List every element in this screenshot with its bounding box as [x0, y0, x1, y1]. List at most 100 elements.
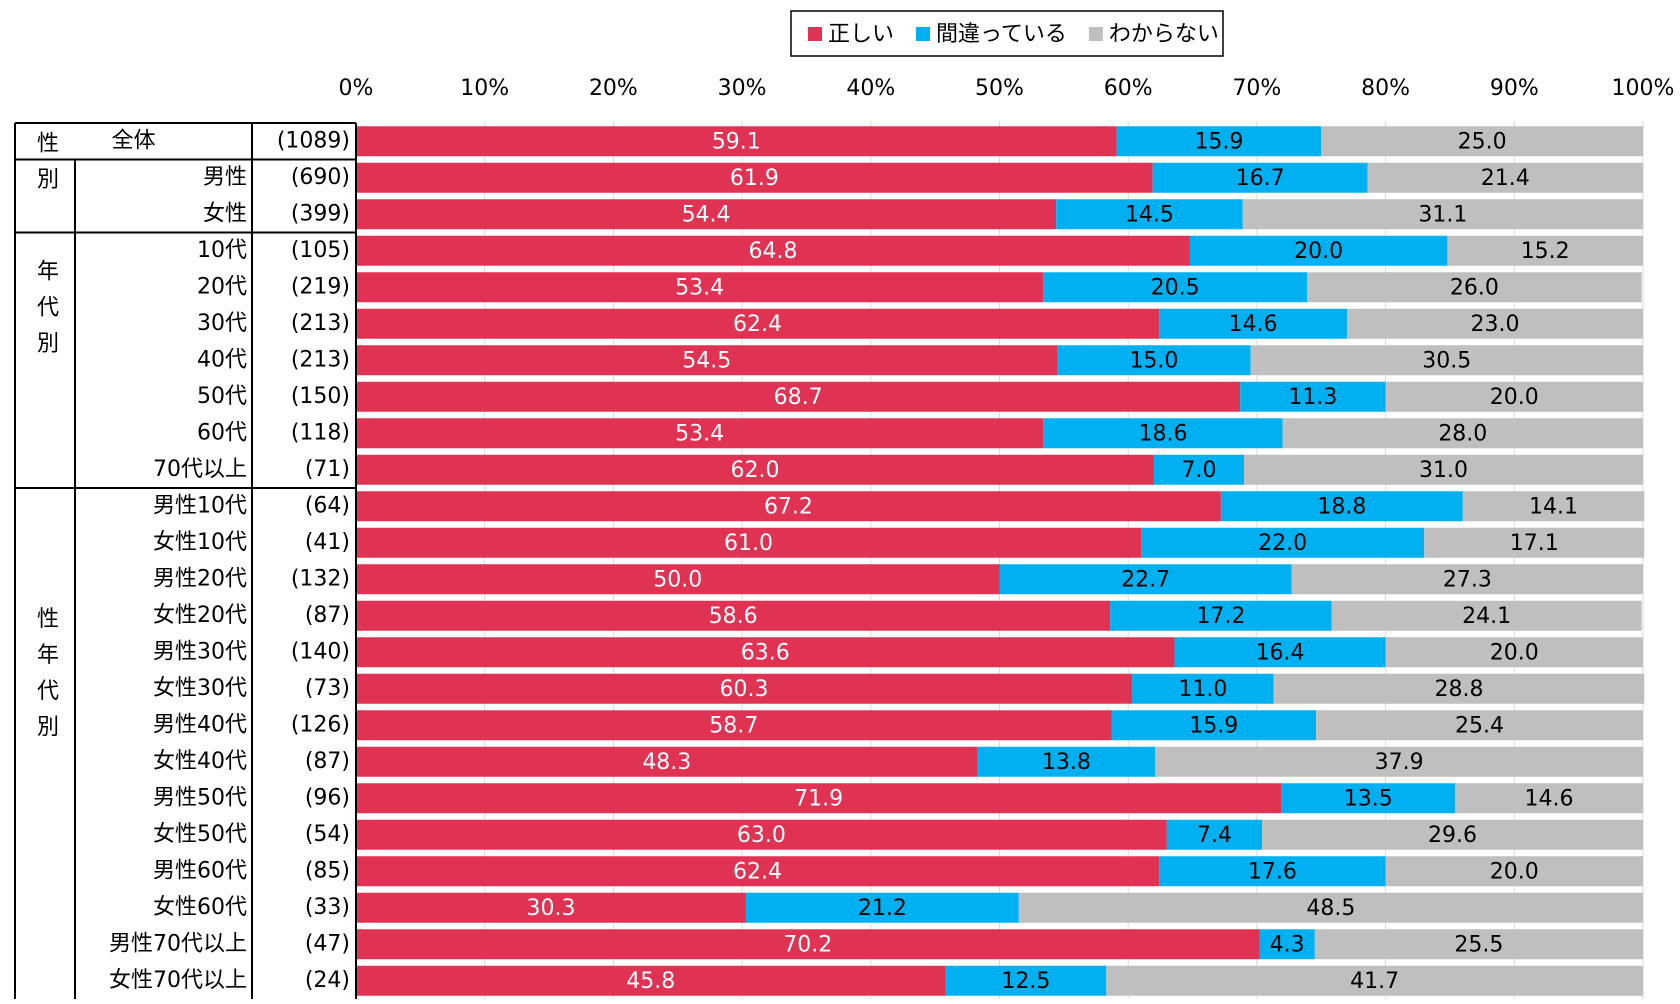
- x-tick-label: 10%: [460, 76, 509, 101]
- sample-size: (64): [305, 493, 350, 518]
- bar-segment: [1116, 126, 1322, 157]
- value-label: 48.5: [1306, 896, 1355, 921]
- value-label: 17.6: [1248, 859, 1297, 884]
- x-tick-label: 30%: [718, 76, 767, 101]
- value-label: 12.5: [1001, 969, 1050, 994]
- bar-segment: [1240, 381, 1386, 412]
- bar-segment: [1455, 783, 1643, 814]
- bar-segment: [1462, 491, 1645, 522]
- bar-segment: [356, 345, 1058, 376]
- legend-swatch: [1088, 27, 1103, 41]
- row-label: 50代: [197, 384, 247, 409]
- row-label: 70代以上: [153, 457, 247, 482]
- row-label: 10代: [197, 238, 247, 263]
- x-tick-label: 90%: [1490, 76, 1539, 101]
- sample-size: (54): [305, 822, 350, 847]
- bar-segment: [1250, 345, 1643, 376]
- row-label: 女性40代: [153, 749, 247, 774]
- bar-segment: [1220, 491, 1463, 522]
- value-label: 17.1: [1510, 531, 1559, 556]
- row-label: 男性20代: [153, 566, 247, 591]
- bar-segment: [356, 746, 978, 777]
- value-label: 62.4: [733, 859, 782, 884]
- group-label: 年代別: [33, 259, 59, 367]
- bar-segment: [356, 491, 1221, 522]
- value-label: 15.9: [1194, 129, 1243, 154]
- bar-segment: [1132, 673, 1274, 704]
- bar-segment: [356, 126, 1117, 157]
- bar-segment: [356, 929, 1260, 960]
- sample-size: (132): [291, 566, 350, 591]
- value-label: 18.6: [1138, 421, 1187, 446]
- value-label: 23.0: [1471, 312, 1520, 337]
- bar-segment: [1174, 637, 1386, 668]
- row-label: 女性50代: [153, 822, 247, 847]
- bar-segment: [977, 746, 1156, 777]
- legend-label: わからない: [1109, 22, 1219, 47]
- value-label: 48.3: [642, 750, 691, 775]
- x-tick-label: 60%: [1104, 76, 1153, 101]
- value-label: 28.0: [1438, 421, 1487, 446]
- bar-segment: [1056, 199, 1243, 230]
- row-label: 男性40代: [153, 712, 247, 737]
- group-label: 性別: [33, 131, 59, 203]
- bar-segment: [999, 564, 1292, 595]
- legend-label: 間違っている: [936, 22, 1067, 47]
- bar-segment: [1447, 235, 1643, 266]
- value-label: 30.5: [1422, 348, 1471, 373]
- sample-size: (41): [305, 530, 350, 555]
- value-label: 31.0: [1419, 458, 1468, 483]
- bar-segment: [1316, 710, 1643, 741]
- row-label: 男性30代: [153, 639, 247, 664]
- bar-segment: [1189, 235, 1448, 266]
- bar-segment: [1155, 746, 1643, 777]
- value-label: 70.2: [783, 932, 832, 957]
- value-label: 16.4: [1256, 640, 1305, 665]
- bar-segment: [356, 272, 1044, 303]
- value-label: 20.0: [1490, 859, 1539, 884]
- bar-segment: [356, 673, 1133, 704]
- bar-segment: [1166, 819, 1263, 850]
- bar-segment: [356, 892, 746, 923]
- sample-size: (213): [291, 347, 350, 372]
- row-label: 女性20代: [153, 603, 247, 628]
- bar-segment: [1281, 783, 1456, 814]
- value-label: 25.4: [1455, 713, 1504, 738]
- sample-size: (47): [305, 931, 350, 956]
- row-label: 40代: [197, 347, 247, 372]
- row-label: 女性60代: [153, 895, 247, 920]
- row-label: 30代: [197, 311, 247, 336]
- bar-segment: [356, 199, 1057, 230]
- legend-box: [790, 10, 1224, 57]
- value-label: 45.8: [626, 969, 675, 994]
- x-tick-label: 40%: [846, 76, 895, 101]
- bar-segment: [1367, 162, 1643, 193]
- value-label: 17.2: [1196, 604, 1245, 629]
- value-label: 7.0: [1181, 458, 1216, 483]
- sample-size: (105): [291, 238, 350, 263]
- value-label: 7.4: [1197, 823, 1232, 848]
- value-label: 20.0: [1294, 239, 1343, 264]
- value-label: 22.0: [1258, 531, 1307, 556]
- sample-size: (96): [305, 785, 350, 810]
- value-label: 4.3: [1270, 932, 1305, 957]
- bar-segment: [1385, 856, 1643, 887]
- bar-segment: [1259, 929, 1315, 960]
- value-label: 53.4: [675, 421, 724, 446]
- legend-swatch: [808, 27, 822, 41]
- value-label: 21.2: [858, 896, 907, 921]
- value-label: 58.7: [709, 713, 758, 738]
- sample-size: (73): [305, 676, 350, 701]
- row-label: 女性70代以上: [109, 968, 247, 993]
- row-label: 男性50代: [153, 785, 247, 810]
- sample-size: (87): [305, 603, 350, 628]
- sample-size: (126): [291, 712, 350, 737]
- bar-segment: [356, 162, 1153, 193]
- x-tick-label: 100%: [1612, 76, 1675, 101]
- bar-segment: [1242, 199, 1643, 230]
- bar-segment: [356, 308, 1160, 339]
- bar-segment: [1159, 856, 1386, 887]
- bar-segment: [1018, 892, 1643, 923]
- bar-segment: [1291, 564, 1643, 595]
